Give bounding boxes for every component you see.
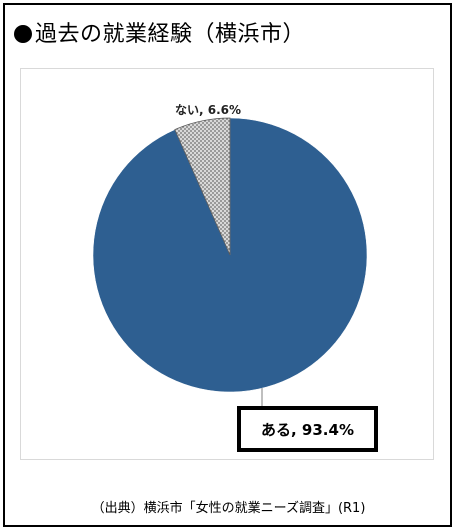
pie-slice-nai <box>174 117 231 256</box>
chart-title-row: 過去の就業経験（横浜市） <box>14 16 305 48</box>
source-note: （出典）横浜市「女性の就業ニーズ調査」(R1) <box>91 501 366 516</box>
slice-label-nai: ない, 6.6% <box>175 103 241 117</box>
slice-label-aru: ある, 93.4% <box>237 406 378 452</box>
bullet-icon <box>14 25 32 43</box>
chart-title: 過去の就業経験（横浜市） <box>35 22 306 47</box>
